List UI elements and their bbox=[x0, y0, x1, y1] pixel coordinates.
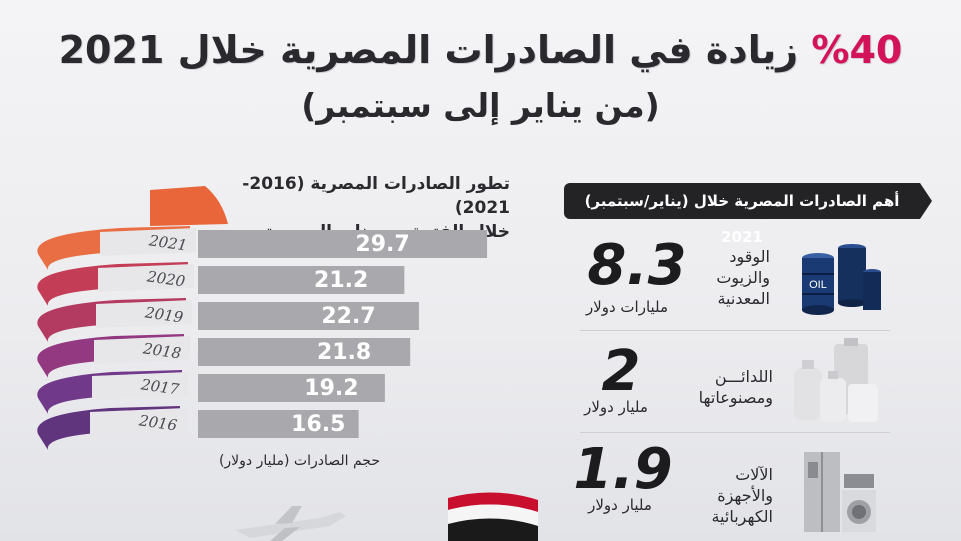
item-value-machinery: 1.9 bbox=[573, 437, 673, 502]
ribbon-cap bbox=[150, 186, 228, 226]
bar-value-label: 16.5 bbox=[291, 412, 345, 437]
bar-2016 bbox=[198, 410, 359, 438]
item-unit-fuel: مليارات دولار bbox=[585, 298, 669, 316]
chart-title-line1: تطور الصادرات المصرية (2016-2021) bbox=[242, 174, 510, 218]
bar-value-label: 22.7 bbox=[321, 304, 375, 329]
year-tick-label: 2018 bbox=[141, 339, 182, 362]
item-unit-machinery: مليار دولار bbox=[588, 496, 652, 514]
item-label-plastics: اللدائـــن ومصنوعاتها bbox=[698, 367, 773, 407]
bar-2018 bbox=[198, 338, 411, 366]
item-value-fuel: 8.3 bbox=[587, 233, 687, 298]
panel-header: أهم الصادرات المصرية خلال (يناير/سبتمبر)… bbox=[564, 183, 932, 246]
airplane-icon bbox=[235, 506, 346, 541]
exports-bar-chart: 29.7 2021 21.2 2020 22.7 2019 21.8 2018 19.2 2017… bbox=[37, 186, 488, 450]
item-label-fuel: الوقود والزيوت المعدنية bbox=[716, 247, 770, 308]
bar-2021 bbox=[198, 230, 488, 258]
year-tick-label: 2017 bbox=[139, 375, 181, 398]
row-divider bbox=[580, 432, 890, 433]
ribbon-face bbox=[98, 264, 194, 292]
chart-title: تطور الصادرات المصرية (2016-2021) خلال ا… bbox=[200, 172, 510, 244]
oil-text: OIL bbox=[809, 279, 827, 291]
plastic-containers-icon bbox=[786, 338, 886, 430]
year-tick-label: 2021 bbox=[147, 231, 188, 254]
axis-note: حجم الصادرات (مليار دولار) bbox=[218, 453, 380, 469]
page-subtitle: (من يناير إلى سبتمبر) bbox=[301, 86, 660, 125]
bar-value-label: 19.2 bbox=[304, 376, 358, 401]
bar-value-label: 21.2 bbox=[314, 268, 368, 293]
item-value-plastics: 2 bbox=[601, 339, 641, 404]
ribbon-face bbox=[100, 228, 196, 256]
title-percent: %40 bbox=[811, 28, 903, 72]
oil-barrels-icon: OIL bbox=[790, 232, 885, 321]
bar-2017 bbox=[198, 374, 385, 402]
title-text: زيادة في الصادرات المصرية خلال 2021 bbox=[58, 28, 799, 72]
egypt-flag-icon bbox=[448, 492, 538, 541]
item-unit-plastics: مليار دولار bbox=[584, 398, 648, 416]
ribbon-face bbox=[92, 372, 188, 400]
year-tick-label: 2019 bbox=[143, 303, 185, 326]
bar-value-label: 29.7 bbox=[355, 232, 409, 257]
bar-value-label: 21.8 bbox=[317, 340, 371, 365]
page-title: %40 زيادة في الصادرات المصرية خلال 2021 bbox=[0, 28, 961, 72]
year-tick-label: 2020 bbox=[145, 267, 187, 290]
ribbon-face bbox=[96, 300, 192, 328]
ribbon-face bbox=[90, 408, 186, 436]
ribbon-face bbox=[94, 336, 190, 364]
bar-2020 bbox=[198, 266, 405, 294]
item-label-machinery: الآلات والأجهزة الكهربائية bbox=[711, 465, 773, 526]
bar-2019 bbox=[198, 302, 419, 330]
row-divider bbox=[580, 330, 890, 331]
appliances-icon bbox=[800, 448, 880, 540]
year-tick-label: 2016 bbox=[137, 411, 179, 434]
